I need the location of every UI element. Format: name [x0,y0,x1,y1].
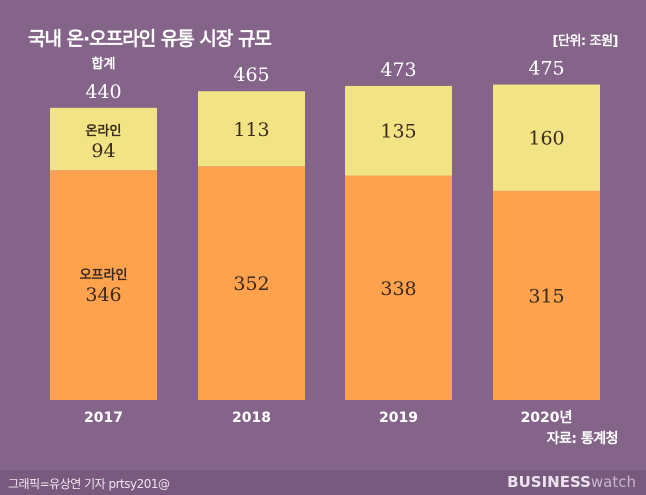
logo-bold: BUSINESS [507,473,591,491]
offline-value-label: 338 [380,278,416,300]
offline-value-label: 315 [528,285,564,307]
x-tick-label: 2019 [379,410,418,426]
offline-series-label: 오프라인 [80,267,128,283]
brand-logo: BUSINESSwatch [507,473,636,491]
bar-offline-2020년 [493,190,600,400]
bar-offline-2018 [198,166,305,400]
logo-light: watch [590,473,636,491]
bar-online-2020년 [493,84,600,191]
x-tick-label: 2020년 [521,410,573,426]
online-value-label: 160 [528,128,564,150]
total-series-label: 합계 [92,56,116,72]
unit-label: [단위: 조원] [552,34,619,49]
x-tick-label: 2017 [84,410,123,426]
total-value-label: 440 [85,81,121,103]
online-series-label: 온라인 [86,123,122,139]
total-value-label: 475 [528,58,564,80]
x-tick-label: 2018 [232,410,271,426]
bar-online-2019 [345,85,452,176]
bar-online-2018 [198,91,305,167]
chart-title: 국내 온·오프라인 유통 시장 규모 [28,28,272,50]
bar-offline-2017 [50,170,157,400]
offline-value-label: 346 [85,284,121,306]
offline-value-label: 352 [233,273,269,295]
total-value-label: 473 [380,59,416,81]
source-label: 자료: 통계청 [546,431,619,447]
total-value-label: 465 [233,64,269,86]
credit-text: 그래픽=유상연 기자 prtsy201@ [8,477,170,491]
bar-online-2017 [50,107,157,171]
online-value-label: 94 [91,140,115,162]
online-value-label: 135 [380,121,416,143]
online-value-label: 113 [233,119,269,141]
bar-offline-2019 [345,175,452,400]
footer: 그래픽=유상연 기자 prtsy201@ BUSINESSwatch [0,470,646,495]
